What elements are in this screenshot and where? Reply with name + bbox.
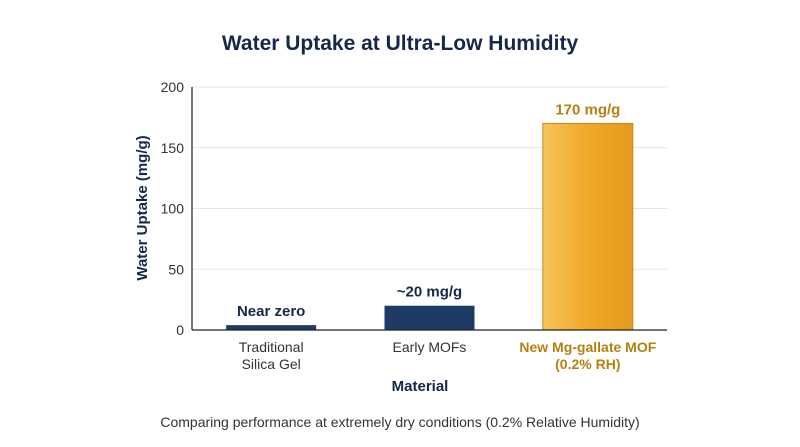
x-tick-label-line: Early MOFs — [393, 339, 467, 355]
y-tick-label-100: 100 — [161, 201, 185, 217]
chart-title: Water Uptake at Ultra-Low Humidity — [222, 32, 579, 55]
x-tick-label-line: Silica Gel — [242, 356, 301, 372]
y-axis-title: Water Uptake (mg/g) — [134, 135, 151, 280]
bar-2 — [542, 122, 634, 331]
x-tick-label-0: Traditional Silica Gel — [239, 339, 304, 372]
x-tick-label-line: New Mg-gallate MOF — [519, 339, 656, 355]
y-tick-label-50: 50 — [168, 261, 184, 277]
y-tick-label-150: 150 — [161, 140, 185, 156]
data-label-0: Near zero — [237, 303, 305, 320]
bars — [226, 122, 634, 331]
x-axis-title: Material — [392, 378, 449, 395]
y-tick-label-0: 0 — [176, 322, 184, 338]
x-tick-label-line: (0.2% RH) — [555, 356, 620, 372]
bar-0 — [226, 325, 317, 330]
bar-1 — [384, 305, 475, 330]
data-label-1: ~20 mg/g — [397, 284, 462, 301]
x-tick-label-1: Early MOFs — [393, 339, 467, 355]
y-tick-label-200: 200 — [161, 79, 185, 95]
chart-caption: Comparing performance at extremely dry c… — [160, 414, 639, 430]
x-tick-label-2: New Mg-gallate MOF (0.2% RH) — [519, 339, 656, 372]
x-category-labels: Traditional Silica Gel Early MOFs New Mg-ga… — [239, 339, 657, 372]
data-labels: Near zero ~20 mg/g 170 mg/g — [237, 101, 620, 320]
y-ticks: 0 50 100 150 200 — [161, 79, 185, 338]
x-tick-label-line: Traditional — [239, 339, 304, 355]
data-label-2: 170 mg/g — [555, 101, 620, 118]
